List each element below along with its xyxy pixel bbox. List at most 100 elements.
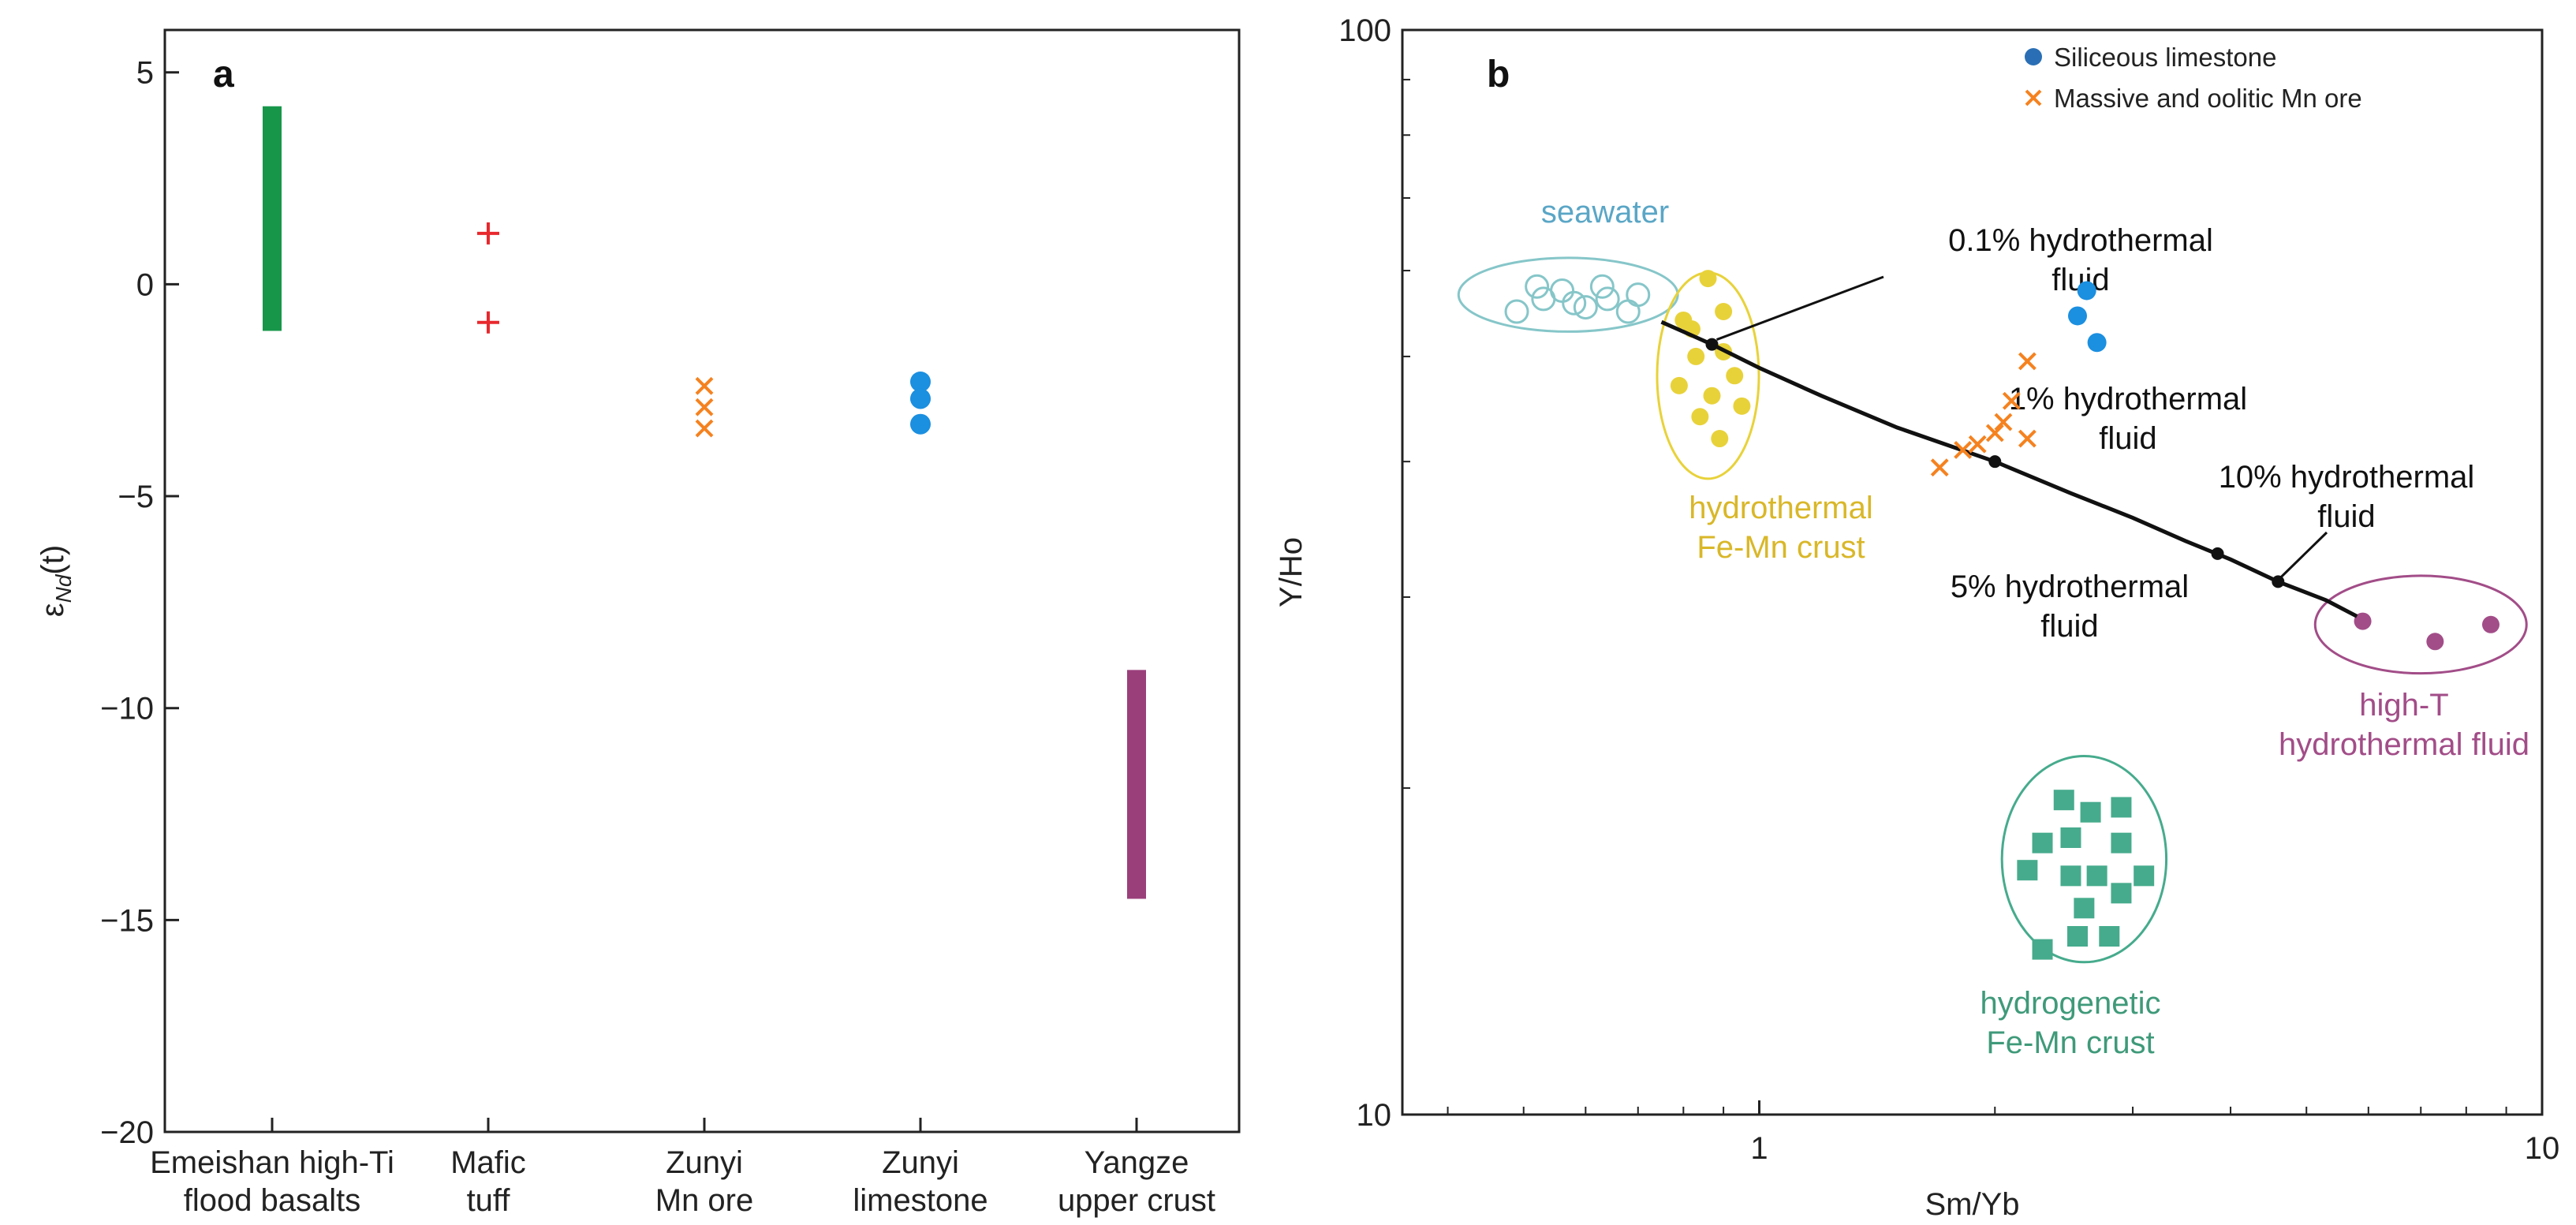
panel-b-label: b: [1487, 54, 1510, 95]
mixing-label: fluid: [2040, 609, 2098, 644]
legend-marker-circle: [2025, 48, 2042, 65]
data-point-x: [1968, 435, 1987, 454]
field-point: [1699, 270, 1717, 288]
y-tick-label: −5: [118, 480, 154, 514]
data-point-circle: [910, 413, 931, 435]
range-bar: [1127, 670, 1146, 899]
y-tick-label: −20: [100, 1115, 154, 1150]
marker-stroke: [1968, 435, 1987, 454]
data-point-x: [1954, 441, 1973, 459]
field-label: Fe-Mn crust: [1986, 1025, 2154, 1060]
y-axis-title: Y/Ho: [1274, 537, 1309, 607]
field-point: [1504, 299, 1529, 324]
field-point: [2099, 926, 2120, 947]
y-axis-title: εNd(t): [35, 545, 76, 617]
field-point: [1691, 408, 1709, 426]
field-point: [1589, 274, 1615, 299]
field-label: hydrothermal fluid: [2279, 727, 2529, 762]
mixing-mark: [2211, 547, 2224, 560]
data-point-x: [1930, 458, 1949, 477]
field-point: [1687, 347, 1705, 365]
field-point: [2111, 797, 2132, 818]
mixing-mark: [1705, 338, 1719, 351]
x-tick-label: 10: [2525, 1131, 2560, 1166]
y-tick-label: 10: [1357, 1098, 1392, 1133]
mixing-label: 5% hydrothermal: [1951, 570, 2189, 604]
field-point: [2066, 926, 2088, 947]
marker-stroke: [695, 398, 714, 416]
mixing-label: 0.1% hydrothermal: [1948, 223, 2213, 258]
field-point: [1626, 282, 1651, 308]
x-category-label: limestone: [853, 1183, 987, 1218]
field-point: [2111, 832, 2132, 853]
y-tick-label: −10: [100, 692, 154, 726]
marker-stroke: [2018, 429, 2037, 448]
field-point: [2086, 865, 2107, 887]
x-category-label: Mafic: [450, 1145, 526, 1180]
field-label: Fe-Mn crust: [1697, 530, 1865, 565]
panel-a-label: a: [213, 54, 234, 95]
data-point-circle: [2087, 333, 2107, 353]
marker-stroke: [1954, 441, 1973, 459]
y-axis-title-tail: (t): [35, 545, 70, 575]
data-point-x: [2018, 352, 2037, 371]
data-point-circle: [2067, 306, 2087, 326]
field-label: hydrogenetic: [1980, 986, 2160, 1021]
mixing-label: fluid: [2099, 421, 2156, 456]
data-point-circle: [910, 388, 931, 409]
x-axis-title: Sm/Yb: [1925, 1187, 2019, 1222]
field-label: high-T: [2359, 688, 2448, 723]
x-category-label: Emeishan high-Ti: [150, 1145, 394, 1180]
marker-stroke: [2002, 391, 2021, 410]
field-point: [2481, 615, 2499, 633]
marker-stroke: [695, 376, 714, 395]
legend-label: Siliceous limestone: [2054, 43, 2276, 72]
field-point: [1573, 295, 1598, 320]
legend-marker-x: [2025, 89, 2042, 106]
panel-a-frame: [163, 28, 1241, 1133]
data-point-x: [695, 376, 714, 395]
panel-b: b 1 10 10 100 Sm/Yb Y/Ho seawater hydrothermal F…: [1274, 13, 2559, 1222]
y-tick-label: 100: [1338, 13, 1391, 48]
field-point: [2111, 883, 2132, 904]
x-category-label: tuff: [467, 1183, 511, 1218]
data-point-plus: [477, 311, 499, 334]
field-point: [1670, 376, 1688, 394]
marker-stroke: [695, 419, 714, 438]
x-category-label: Zunyi: [882, 1145, 959, 1180]
y-axis-title-main: ε: [35, 603, 70, 617]
field-ellipse-hydrogenetic-fe-mn-crust: [2000, 755, 2168, 964]
field-ellipse-high-t-hydrothermal-fluid: [2313, 574, 2528, 675]
field-point: [2060, 827, 2081, 849]
marker-stroke: [2018, 352, 2037, 371]
marker-stroke: [1930, 458, 1949, 477]
data-point-x: [2018, 429, 2037, 448]
marker-stroke: [1994, 413, 2013, 431]
field-point: [2032, 832, 2053, 853]
x-category-label: Yangze: [1085, 1145, 1189, 1180]
data-point-x: [1985, 424, 2004, 443]
field-point: [2053, 790, 2074, 811]
mixing-label: 1% hydrothermal: [2009, 382, 2247, 416]
data-point-x: [695, 398, 714, 416]
legend-label: Massive and oolitic Mn ore: [2054, 84, 2362, 113]
field-point: [1562, 290, 1587, 316]
y-tick-label: −15: [100, 903, 154, 938]
field-point: [1595, 286, 1620, 312]
x-category-label: upper crust: [1058, 1183, 1215, 1218]
field-label: hydrothermal: [1689, 491, 1872, 525]
x-tick-label: 1: [1750, 1131, 1768, 1166]
x-category-label: Mn ore: [655, 1183, 754, 1218]
field-point: [2354, 612, 2372, 630]
range-bar: [263, 106, 282, 331]
leader-line: [1715, 275, 1884, 341]
panel-b-frame: [1401, 28, 2544, 1116]
field-point: [2032, 939, 2053, 960]
field-point: [2134, 865, 2155, 887]
data-point-circle: [910, 371, 931, 392]
field-point: [2074, 898, 2095, 919]
data-point-circle: [2077, 281, 2096, 301]
marker-stroke: [2025, 89, 2042, 106]
data-point-x: [1994, 413, 2013, 431]
